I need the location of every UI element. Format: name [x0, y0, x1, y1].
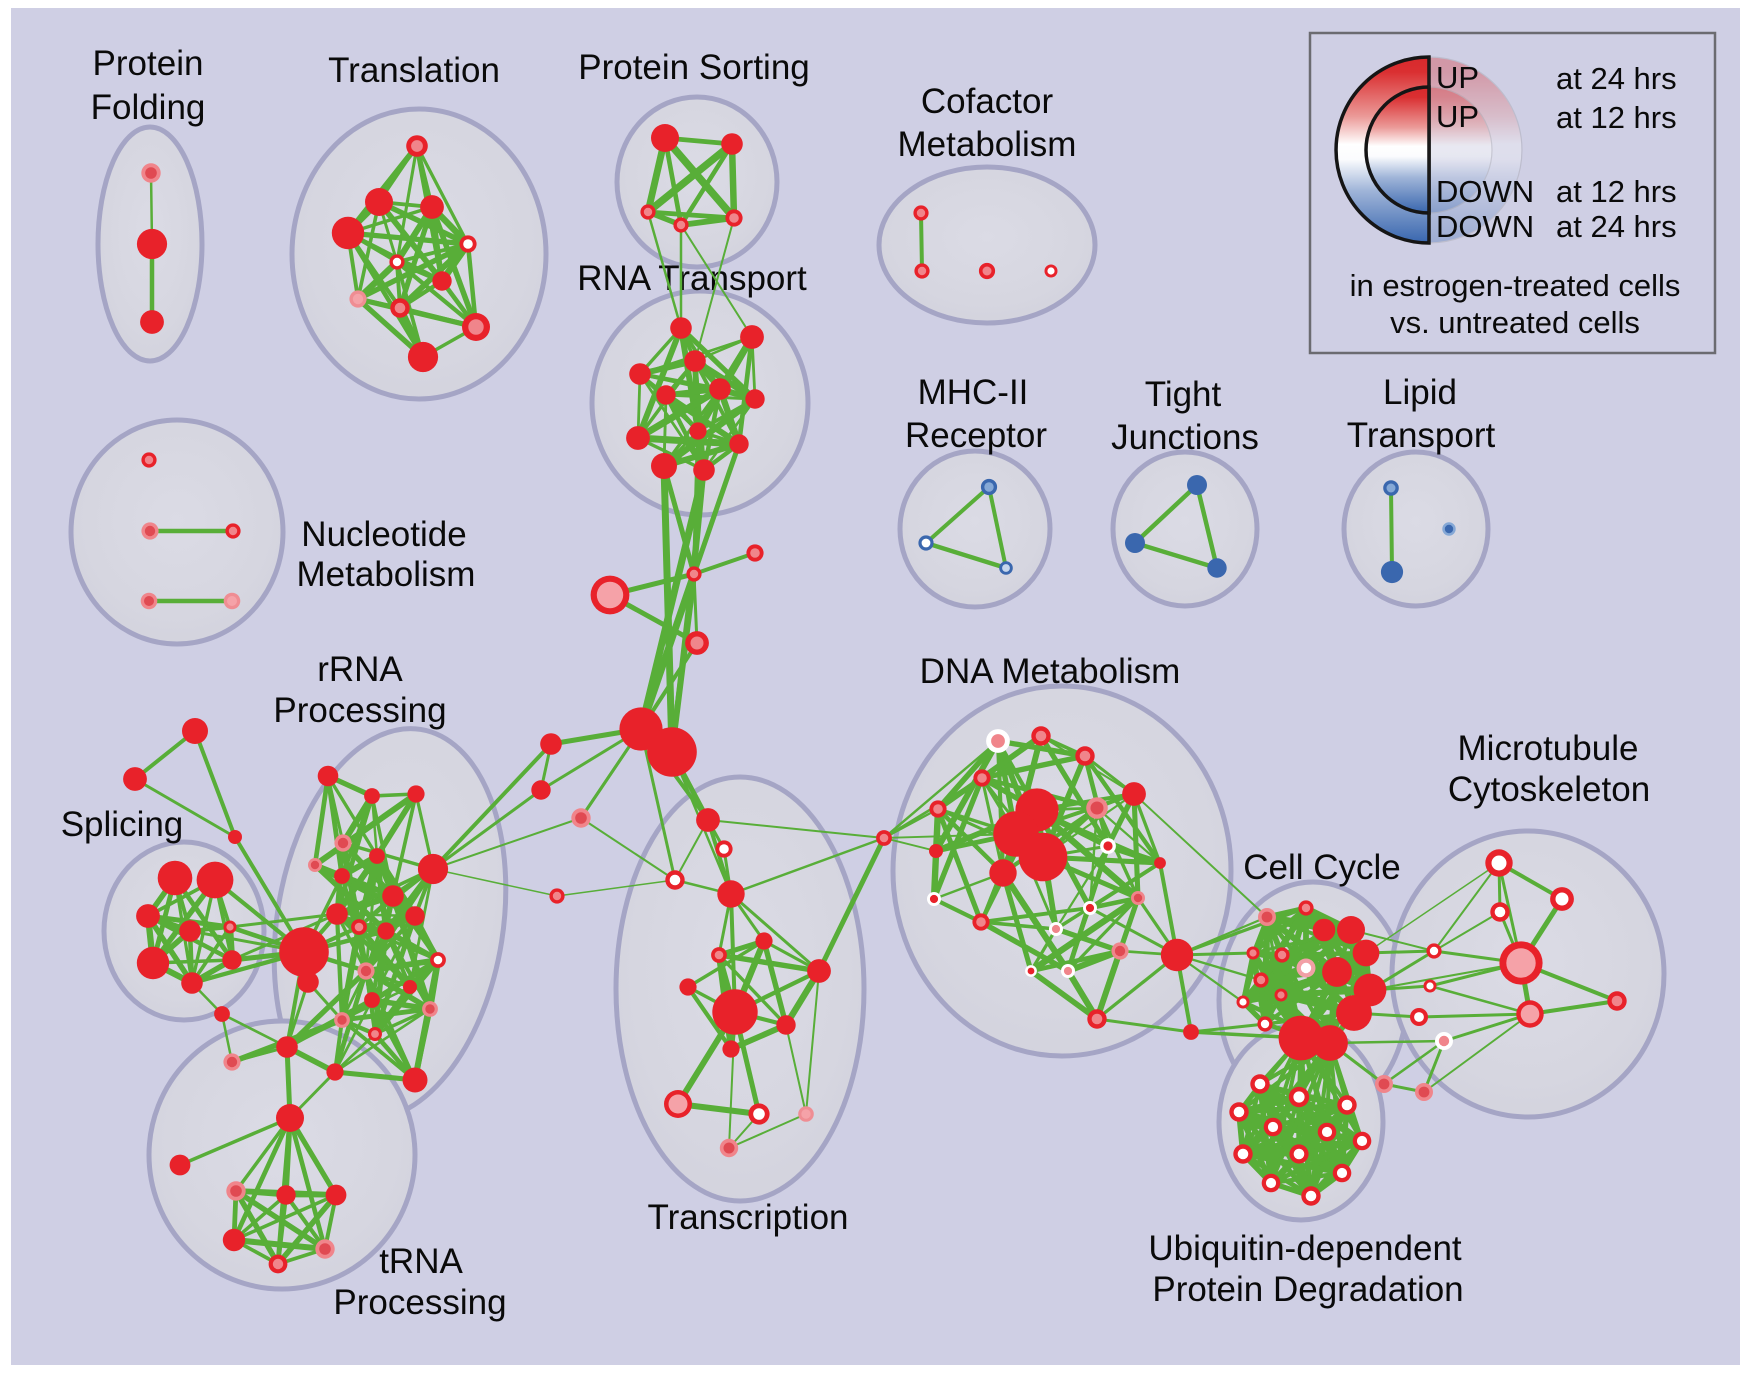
svg-text:Transport: Transport: [1347, 416, 1496, 455]
svg-text:UP: UP: [1436, 60, 1479, 95]
svg-text:at 12 hrs: at 12 hrs: [1556, 100, 1677, 135]
svg-text:UP: UP: [1436, 99, 1479, 134]
svg-text:Metabolism: Metabolism: [297, 555, 476, 594]
svg-text:in estrogen-treated cells: in estrogen-treated cells: [1350, 268, 1681, 303]
svg-text:Microtubule: Microtubule: [1458, 729, 1639, 768]
svg-text:Cofactor: Cofactor: [921, 82, 1054, 121]
svg-text:DNA Metabolism: DNA Metabolism: [920, 652, 1181, 691]
svg-text:Ubiquitin-dependent: Ubiquitin-dependent: [1148, 1229, 1462, 1268]
svg-text:tRNA: tRNA: [379, 1242, 463, 1281]
svg-text:Translation: Translation: [328, 51, 500, 90]
svg-text:DOWN: DOWN: [1436, 209, 1534, 244]
svg-text:Processing: Processing: [273, 691, 446, 730]
svg-text:at 24 hrs: at 24 hrs: [1556, 209, 1677, 244]
svg-text:at 24 hrs: at 24 hrs: [1556, 61, 1677, 96]
svg-text:at 12 hrs: at 12 hrs: [1556, 174, 1677, 209]
svg-text:Protein: Protein: [93, 44, 204, 83]
svg-text:Tight: Tight: [1145, 375, 1222, 414]
svg-text:Lipid: Lipid: [1383, 373, 1457, 412]
svg-text:Nucleotide: Nucleotide: [301, 515, 466, 554]
svg-text:Splicing: Splicing: [61, 805, 184, 844]
svg-text:Cell Cycle: Cell Cycle: [1243, 848, 1401, 887]
svg-text:Receptor: Receptor: [905, 416, 1047, 455]
svg-text:MHC-II: MHC-II: [918, 373, 1029, 412]
svg-text:Protein Degradation: Protein Degradation: [1152, 1270, 1463, 1309]
svg-text:rRNA: rRNA: [317, 650, 403, 689]
svg-text:Cytoskeleton: Cytoskeleton: [1448, 770, 1650, 809]
svg-text:RNA Transport: RNA Transport: [577, 259, 807, 298]
svg-text:Protein Sorting: Protein Sorting: [578, 48, 810, 87]
svg-text:DOWN: DOWN: [1436, 174, 1534, 209]
svg-text:Processing: Processing: [333, 1283, 506, 1322]
svg-text:vs. untreated cells: vs. untreated cells: [1390, 305, 1640, 340]
svg-text:Metabolism: Metabolism: [898, 125, 1077, 164]
svg-text:Transcription: Transcription: [648, 1198, 849, 1237]
svg-text:Junctions: Junctions: [1111, 418, 1259, 457]
svg-text:Folding: Folding: [91, 88, 206, 127]
